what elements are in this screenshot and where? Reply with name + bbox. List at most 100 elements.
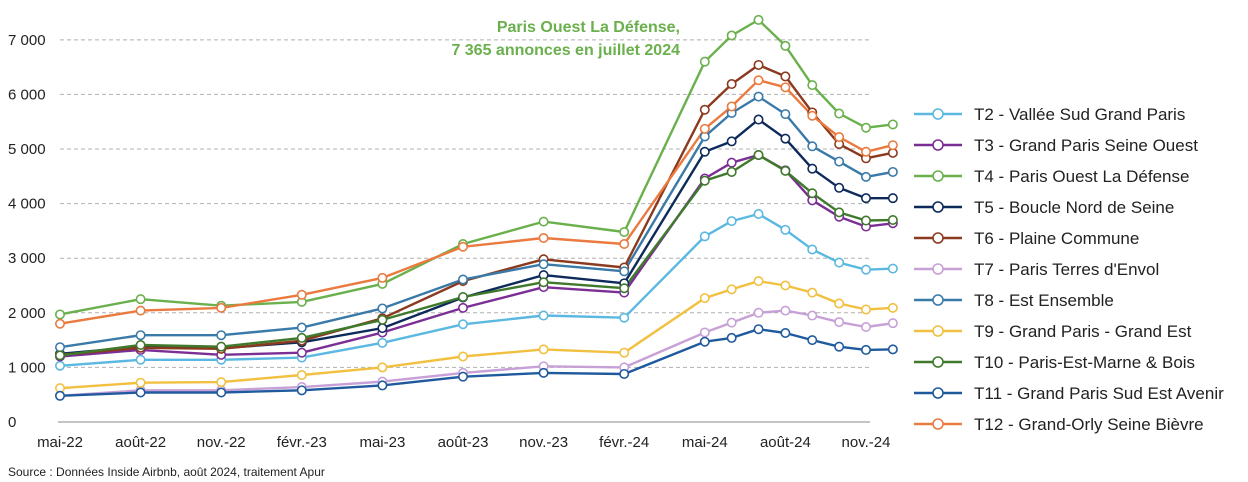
data-point [860, 122, 871, 133]
data-point [699, 56, 710, 67]
data-point [780, 133, 791, 144]
series-line [59, 118, 893, 355]
data-point [860, 193, 871, 204]
data-point [726, 317, 737, 328]
data-point [296, 347, 307, 358]
y-tick-label: 4 000 [8, 196, 46, 213]
legend-label: T11 - Grand Paris Sud Est Avenir [974, 384, 1224, 403]
legend: T2 - Vallée Sud Grand Paris T3 - Grand Pa… [914, 105, 1224, 434]
data-point [887, 318, 898, 329]
legend-swatch-marker [932, 356, 944, 368]
data-point [726, 79, 737, 90]
data-point [377, 272, 388, 283]
data-point [753, 276, 764, 287]
legend-label: T7 - Paris Terres d'Envol [974, 260, 1159, 279]
data-point [457, 351, 468, 362]
data-point [726, 136, 737, 147]
data-point [834, 298, 845, 309]
data-point [619, 347, 630, 358]
y-tick-label: 5 000 [8, 141, 46, 158]
data-point [135, 387, 146, 398]
data-point [726, 30, 737, 41]
annotation-text: 7 365 annonces en juillet 2024 [451, 42, 680, 59]
data-point [780, 40, 791, 51]
data-point [887, 119, 898, 130]
data-point [726, 284, 737, 295]
data-point [377, 362, 388, 373]
data-point [780, 328, 791, 339]
legend-swatch-marker [932, 232, 944, 244]
legend-swatch-marker [932, 263, 944, 275]
series-line [59, 328, 893, 397]
data-point [753, 114, 764, 125]
data-point [753, 307, 764, 318]
data-point [457, 371, 468, 382]
data-point [296, 289, 307, 300]
data-point [538, 216, 549, 227]
data-point [860, 322, 871, 333]
legend-swatch-marker [932, 387, 944, 399]
x-tick-label: août-22 [115, 434, 166, 451]
data-point [216, 302, 227, 313]
data-point [296, 332, 307, 343]
data-point [780, 82, 791, 93]
x-tick-label: nov.-23 [519, 434, 568, 451]
data-point [834, 207, 845, 218]
x-tick-label: mai-23 [359, 434, 405, 451]
data-point [887, 344, 898, 355]
data-point [834, 317, 845, 328]
data-point [538, 259, 549, 270]
data-point [887, 263, 898, 274]
series-line [59, 153, 894, 358]
series-line [59, 63, 894, 356]
annotation-text: Paris Ouest La Défense, [497, 19, 680, 36]
grid-lines [60, 39, 870, 368]
legend-label: T8 - Est Ensemble [974, 291, 1114, 310]
data-point [216, 377, 227, 388]
axes: 0 1 000 2 000 3 000 4 000 5 000 6 000 7 000 mai-… [8, 32, 890, 451]
data-point [216, 387, 227, 398]
data-point [457, 291, 468, 302]
y-tick-label: 1 000 [8, 359, 46, 376]
data-point [834, 257, 845, 268]
y-tick-label: 6 000 [8, 86, 46, 103]
data-point [135, 377, 146, 388]
data-point [887, 140, 898, 151]
legend-swatch-marker [932, 294, 944, 306]
data-point [834, 341, 845, 352]
data-point [753, 208, 764, 219]
legend-label: T6 - Plaine Commune [974, 229, 1139, 248]
data-point [135, 330, 146, 341]
data-point [860, 215, 871, 226]
data-point [54, 360, 65, 371]
data-point [780, 109, 791, 120]
legend-label: T2 - Vallée Sud Grand Paris [974, 105, 1185, 124]
legend-swatch-marker [932, 139, 944, 151]
data-point [216, 330, 227, 341]
data-point [780, 305, 791, 316]
data-point [538, 310, 549, 321]
data-point [619, 266, 630, 277]
data-point [377, 303, 388, 314]
legend-label: T5 - Boucle Nord de Seine [974, 198, 1174, 217]
data-point [780, 165, 791, 176]
data-point [135, 305, 146, 316]
data-point [726, 101, 737, 112]
data-point [54, 390, 65, 401]
data-point [807, 244, 818, 255]
data-point [54, 350, 65, 361]
data-point [377, 323, 388, 334]
data-point [619, 312, 630, 323]
data-point [538, 277, 549, 288]
legend-swatch-marker [932, 170, 944, 182]
data-point [807, 188, 818, 199]
y-tick-label: 2 000 [8, 305, 46, 322]
data-point [619, 227, 630, 238]
source-note: Source : Données Inside Airbnb, août 202… [8, 465, 325, 479]
data-point [699, 336, 710, 347]
data-point [135, 340, 146, 351]
data-point [296, 322, 307, 333]
data-point [860, 171, 871, 182]
data-point [887, 193, 898, 204]
